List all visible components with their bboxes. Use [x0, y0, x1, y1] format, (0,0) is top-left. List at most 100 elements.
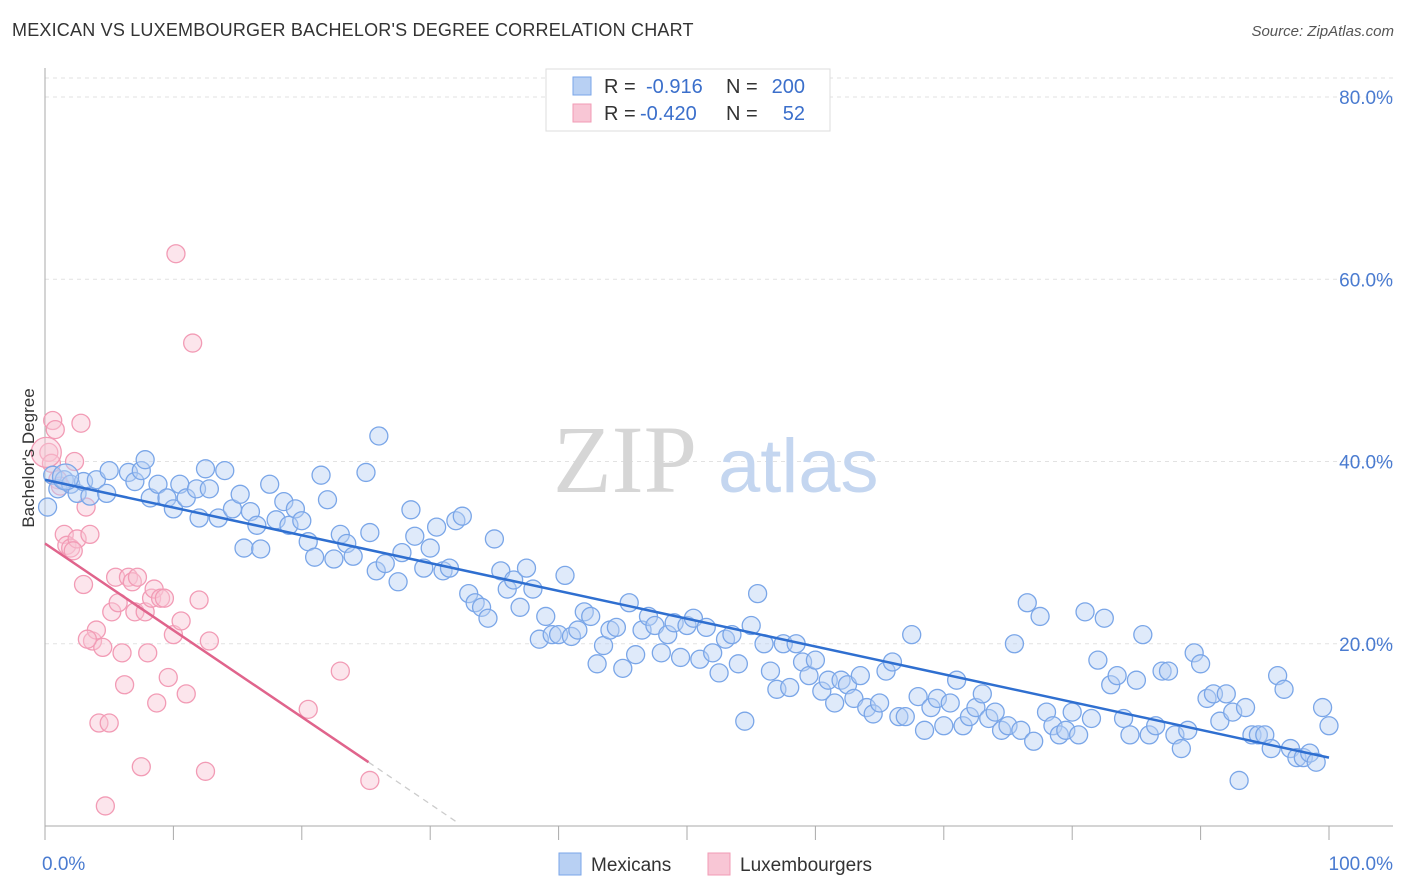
bottom-legend-label-mexicans: Mexicans	[591, 855, 671, 876]
luxembourgers-point-12	[73, 574, 94, 595]
mexicans-point-149	[1011, 720, 1031, 740]
luxembourgers-point-43	[183, 333, 203, 353]
mexicans-point-134	[914, 720, 935, 740]
luxembourgers-point-45	[195, 761, 216, 781]
mexicans-point-58	[426, 517, 447, 537]
chart-title: MEXICAN VS LUXEMBOURGER BACHELOR'S DEGRE…	[12, 20, 694, 40]
mexicans-point-52	[388, 572, 408, 592]
luxembourgers-point-29	[127, 567, 148, 587]
mexicans-point-37	[285, 499, 306, 519]
luxembourgers-point-3	[45, 419, 65, 440]
mexicans-point-158	[1068, 725, 1089, 745]
mexicans-point-38	[292, 511, 312, 531]
y-tick-label-60: 60.0%	[1339, 270, 1393, 291]
mexicans-point-48	[360, 522, 380, 543]
mexicans-point-83	[587, 654, 607, 674]
mexicans-point-55	[405, 526, 425, 546]
luxembourgers-point-37	[154, 588, 175, 608]
mexicans-point-161	[1088, 650, 1108, 670]
mexicans-point-133	[908, 686, 928, 707]
mexicans-point-40	[304, 547, 325, 567]
mexicans-point-66	[478, 608, 498, 628]
mexicans-trend-line	[44, 478, 1330, 759]
watermark-atlas: atlas	[718, 424, 879, 509]
mexicans-point-102	[709, 663, 729, 683]
mexicans-point-124	[850, 665, 870, 686]
source-credit: Source: ZipAtlas.com	[1251, 23, 1394, 40]
mexicans-point-192	[1287, 748, 1307, 768]
luxembourgers-point-48	[330, 661, 350, 681]
luxembourgers-point-47	[298, 699, 318, 720]
bottom-legend-swatch-luxembourgers	[707, 852, 731, 876]
mexicans-point-93	[651, 643, 671, 663]
mexicans-point-62	[452, 506, 472, 526]
mexicans-point-151	[1024, 731, 1044, 751]
mexicans-point-101	[703, 643, 723, 663]
mexicans-point-14	[135, 450, 155, 470]
legend-r-label-mexicans: R =	[604, 76, 636, 98]
luxembourgers-trend-extension	[368, 761, 457, 822]
mexicans-point-188	[1261, 738, 1281, 759]
mexicans-point-75	[536, 606, 556, 627]
mexicans-point-167	[1126, 670, 1147, 690]
mexicans-point-24	[199, 479, 220, 499]
luxembourgers-point-17	[89, 713, 109, 733]
mexicans-point-110	[760, 661, 781, 681]
luxembourgers-point-13	[76, 497, 96, 517]
mexicans-point-74	[529, 629, 549, 649]
mexicans-point-160	[1081, 708, 1102, 729]
mexicans-point-196	[1312, 697, 1333, 718]
mexicans-point-76	[542, 624, 562, 645]
luxembourgers-point-44	[189, 590, 209, 610]
mexicans-point-117	[805, 650, 826, 670]
luxembourgers-point-32	[138, 643, 158, 663]
mexicans-point-157	[1062, 702, 1082, 722]
y-axis-label: Bachelor's Degree	[19, 388, 38, 527]
mexicans-point-0	[37, 497, 58, 517]
luxembourgers-point-49	[360, 770, 380, 791]
bottom-legend-label-luxembourgers: Luxembourgers	[740, 855, 872, 876]
mexicans-point-137	[934, 716, 954, 736]
mexicans-point-94	[658, 624, 678, 645]
mexicans-point-195	[1306, 752, 1326, 772]
legend-box	[545, 68, 831, 132]
x-tick-label-max: 100.0%	[1329, 854, 1394, 875]
mexicans-point-89	[625, 645, 646, 665]
luxembourgers-point-19	[95, 796, 115, 816]
mexicans-point-12	[125, 471, 145, 492]
mexicans-point-107	[741, 615, 761, 636]
luxembourgers-point-42	[176, 684, 196, 704]
gridlines	[45, 77, 1393, 645]
mexicans-point-145	[985, 702, 1005, 722]
mexicans-point-156	[1056, 720, 1076, 740]
series-legend: Mexicans Luxembourgers	[558, 852, 872, 876]
mexicans-point-164	[1107, 665, 1127, 686]
mexicans-point-181	[1216, 684, 1236, 704]
mexicans-point-97	[677, 615, 697, 636]
y-tick-label-40: 40.0%	[1339, 453, 1393, 474]
luxembourgers-point-14	[80, 524, 100, 545]
y-tick-label-80: 80.0%	[1339, 88, 1393, 109]
legend-n-label-luxembourgers: N =	[726, 103, 758, 125]
mexicans-point-71	[510, 597, 530, 617]
mexicans-point-72	[516, 558, 537, 578]
mexicans-point-80	[568, 620, 588, 640]
luxembourgers-point-25	[114, 675, 135, 695]
legend-r-value-luxembourgers: -0.420	[640, 103, 697, 125]
luxembourgers-point-10	[67, 529, 87, 549]
mexicans-point-96	[670, 647, 691, 668]
mexicans-point-131	[895, 707, 915, 727]
legend-n-value-luxembourgers: 52	[783, 103, 805, 125]
mexicans-point-33	[260, 474, 280, 494]
mexicans-point-86	[606, 617, 627, 637]
mexicans-point-176	[1184, 643, 1204, 663]
legend-swatch-mexicans	[572, 76, 592, 96]
mexicans-point-67	[484, 529, 505, 549]
mexicans-point-175	[1178, 720, 1198, 740]
mexicans-points	[37, 426, 1339, 791]
mexicans-point-16	[148, 474, 168, 494]
mexicans-point-197	[1319, 716, 1339, 736]
mexicans-point-36	[279, 515, 299, 535]
y-tick-label-20: 20.0%	[1339, 635, 1393, 656]
